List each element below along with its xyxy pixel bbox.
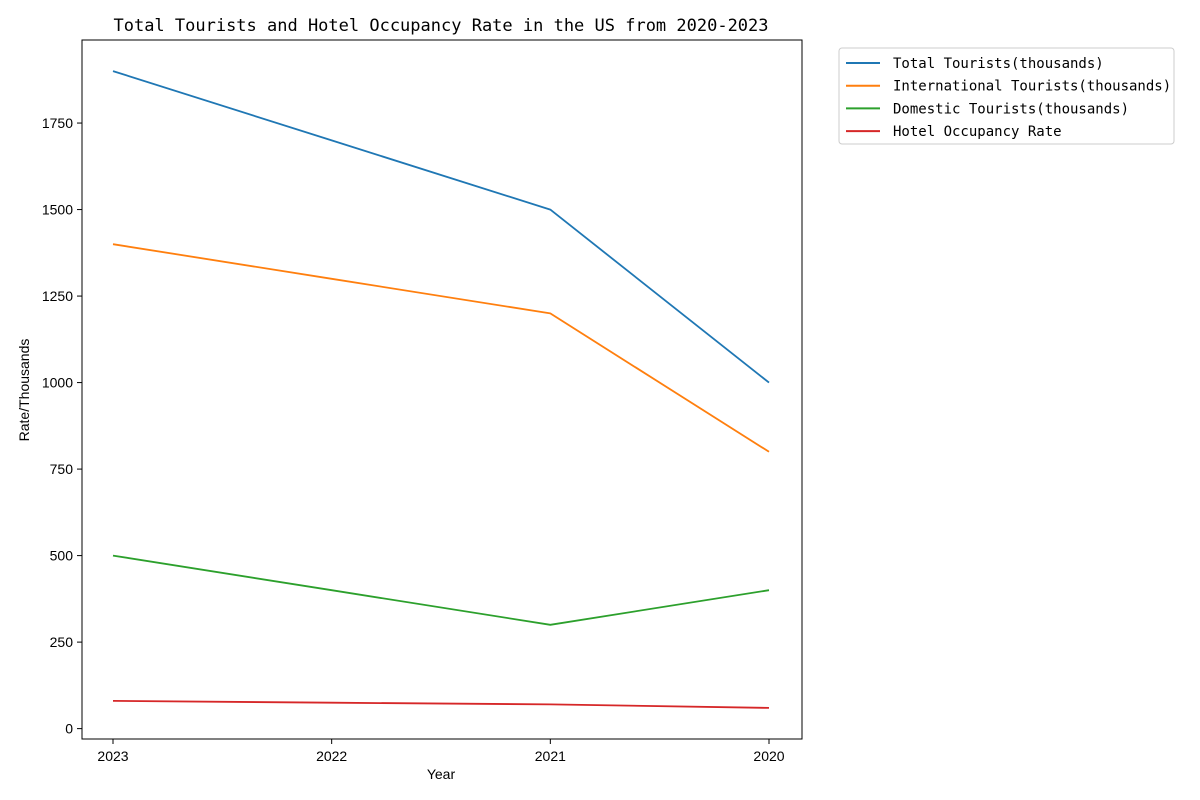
legend-label-2: Domestic Tourists(thousands) xyxy=(893,101,1129,117)
plot-frame xyxy=(81,39,803,740)
y-tick-label-1750: 1750 xyxy=(42,115,73,131)
y-tick-label-1500: 1500 xyxy=(42,202,73,218)
legend-label-0: Total Tourists(thousands) xyxy=(893,56,1104,72)
x-tick-label-2022: 2022 xyxy=(316,748,347,764)
x-tick-label-2020: 2020 xyxy=(753,748,784,764)
y-tick-label-1000: 1000 xyxy=(42,375,73,391)
series-line-0 xyxy=(112,70,770,384)
x-axis: 2023 2022 2021 2020 xyxy=(97,739,785,764)
y-tick-label-1250: 1250 xyxy=(42,288,73,304)
series-line-2 xyxy=(112,554,770,626)
y-tick-label-750: 750 xyxy=(50,461,74,477)
legend-label-1: International Tourists(thousands) xyxy=(893,79,1171,95)
y-axis: 0 250 500 750 1000 1250 1500 1750 xyxy=(42,115,82,737)
legend-label-3: Hotel Occupancy Rate xyxy=(893,124,1062,140)
legend-items: Total Tourists(thousands) International T… xyxy=(846,56,1171,140)
x-tick-label-2023: 2023 xyxy=(97,748,128,764)
y-tick-label-250: 250 xyxy=(50,634,74,650)
series-lines xyxy=(112,70,770,709)
chart-title: Total Tourists and Hotel Occupancy Rate … xyxy=(113,16,768,36)
x-axis-label: Year xyxy=(427,766,456,782)
legend: Total Tourists(thousands) International T… xyxy=(838,47,1175,145)
series-line-3 xyxy=(112,700,770,709)
legend-frame xyxy=(838,47,1175,145)
x-tick-label-2021: 2021 xyxy=(535,748,566,764)
y-axis-label: Rate/Thousands xyxy=(16,339,32,442)
series-line-1 xyxy=(112,243,770,453)
y-tick-label-0: 0 xyxy=(65,721,73,737)
y-tick-label-500: 500 xyxy=(50,548,74,564)
